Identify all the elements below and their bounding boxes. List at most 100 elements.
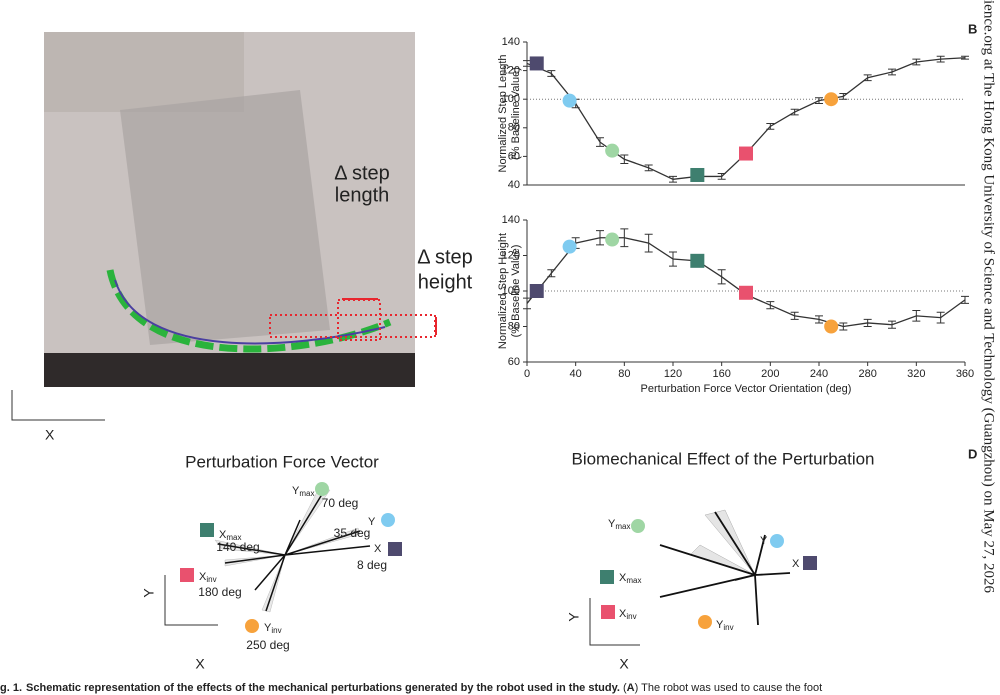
axis-y: Y bbox=[566, 612, 582, 622]
error-bar bbox=[790, 108, 799, 116]
marker-circle bbox=[698, 615, 712, 629]
vector-label-main: Y bbox=[608, 518, 616, 530]
y-tick-label: 60 bbox=[508, 150, 520, 162]
data-line bbox=[526, 57, 966, 180]
diagram-title: Biomechanical Effect of the Perturbation bbox=[571, 449, 874, 468]
error-bar bbox=[547, 269, 556, 278]
highlight-circle bbox=[562, 93, 577, 108]
highlight-square bbox=[690, 253, 705, 268]
axes-glyph bbox=[164, 575, 218, 626]
error-bar bbox=[936, 311, 945, 324]
vector-label: X bbox=[792, 558, 800, 570]
vector-label: Xmax bbox=[219, 529, 241, 542]
vector-label-sub: max bbox=[226, 533, 241, 542]
x-tick-label: 160 bbox=[712, 368, 730, 380]
photo: Δ step length Δ step height X bbox=[11, 32, 473, 443]
x-tick-label: 120 bbox=[664, 368, 682, 380]
error-bar bbox=[596, 230, 604, 246]
vector-label-main: X bbox=[619, 572, 627, 584]
error-bar bbox=[644, 164, 653, 172]
highlight-circle bbox=[605, 232, 620, 247]
error-bar bbox=[669, 175, 677, 183]
error-bar bbox=[912, 58, 921, 66]
error-bar bbox=[669, 251, 677, 267]
error-bar bbox=[596, 137, 604, 147]
y-tick-label: 60 bbox=[508, 356, 520, 368]
vector-label-main: Y bbox=[292, 485, 300, 497]
highlight-square bbox=[739, 285, 753, 300]
vector-label: Ymax bbox=[292, 485, 314, 498]
error-bar bbox=[523, 60, 531, 67]
data-line bbox=[526, 237, 966, 328]
axis-y: Y bbox=[141, 588, 157, 598]
error-bar bbox=[863, 74, 872, 82]
error-bar bbox=[863, 318, 872, 327]
y-axis-label: (% Baseline Value) bbox=[510, 245, 522, 338]
marker-square bbox=[601, 605, 615, 619]
highlight-circle bbox=[824, 92, 839, 107]
highlight-square bbox=[529, 284, 544, 298]
marker-square bbox=[600, 570, 614, 584]
vector-label-sub: inv bbox=[723, 623, 733, 632]
leg bbox=[120, 90, 330, 345]
diagram-title: Perturbation Force Vector bbox=[185, 452, 379, 471]
error-bar bbox=[839, 92, 848, 100]
highlight-circle bbox=[605, 143, 620, 158]
error-bar bbox=[888, 320, 896, 329]
caption-text: ) The robot was used to cause the foot bbox=[635, 682, 823, 694]
error-bar bbox=[620, 154, 629, 165]
vector-label-main: X bbox=[374, 543, 382, 555]
error-bar bbox=[961, 295, 969, 304]
y-axis-label: (% Baseline Value) bbox=[510, 67, 522, 160]
highlight-square bbox=[739, 146, 753, 161]
axis-x: X bbox=[45, 427, 55, 443]
error-bar bbox=[790, 311, 799, 320]
error-bar bbox=[644, 233, 653, 253]
vector-label: Xmax bbox=[619, 572, 641, 585]
error-bar bbox=[717, 173, 726, 180]
vector-label: Yinv bbox=[716, 619, 734, 632]
vector-label: Xinv bbox=[199, 571, 217, 584]
x-tick-label: 280 bbox=[858, 368, 876, 380]
vector-deg: 250 deg bbox=[246, 638, 289, 652]
marker-square bbox=[803, 556, 817, 570]
vector-deg: 140 deg bbox=[216, 540, 259, 554]
vector-label-main: Y bbox=[760, 535, 768, 547]
vector-label-main: Y bbox=[716, 619, 724, 631]
vector-label-main: Y bbox=[368, 516, 376, 528]
error-bar bbox=[888, 68, 896, 76]
vector-deg: 35 deg bbox=[334, 526, 371, 540]
vector-deg: 180 deg bbox=[198, 585, 241, 599]
caption-text: ( bbox=[620, 682, 627, 694]
length-label: length bbox=[335, 184, 390, 206]
error-bar bbox=[620, 228, 629, 248]
y-tick-label: 120 bbox=[502, 65, 520, 77]
x-tick-label: 0 bbox=[524, 368, 530, 380]
vector-label-sub: max bbox=[626, 576, 641, 585]
y-tick-label: 80 bbox=[508, 320, 520, 332]
vector-label: Ymax bbox=[608, 518, 630, 531]
diagram-right-lines bbox=[589, 509, 791, 646]
vector-label-main: X bbox=[619, 608, 627, 620]
caption-bold: Schematic representation of the effects … bbox=[26, 682, 620, 694]
marker-square bbox=[388, 542, 402, 556]
error-bar bbox=[547, 70, 556, 77]
caption-panel: A bbox=[627, 682, 635, 694]
diagram-left-lines bbox=[164, 489, 371, 626]
foot-path bbox=[106, 269, 392, 353]
x-tick-label: 360 bbox=[956, 368, 974, 380]
height-label: height bbox=[418, 271, 473, 293]
y-tick-label: 100 bbox=[502, 93, 520, 105]
y-tick-label: 100 bbox=[502, 285, 520, 297]
error-bar bbox=[936, 55, 945, 63]
vector-label-main: X bbox=[219, 529, 227, 541]
axis-x: X bbox=[619, 656, 629, 672]
marker-square bbox=[180, 568, 194, 582]
vector-label-sub: max bbox=[615, 522, 630, 531]
x-tick-label: 240 bbox=[810, 368, 828, 380]
y-tick-label: 140 bbox=[502, 214, 520, 226]
y-axis-label: Normalized Step Height bbox=[497, 233, 509, 349]
error-bar bbox=[766, 123, 775, 130]
vector-label: X bbox=[374, 543, 382, 555]
